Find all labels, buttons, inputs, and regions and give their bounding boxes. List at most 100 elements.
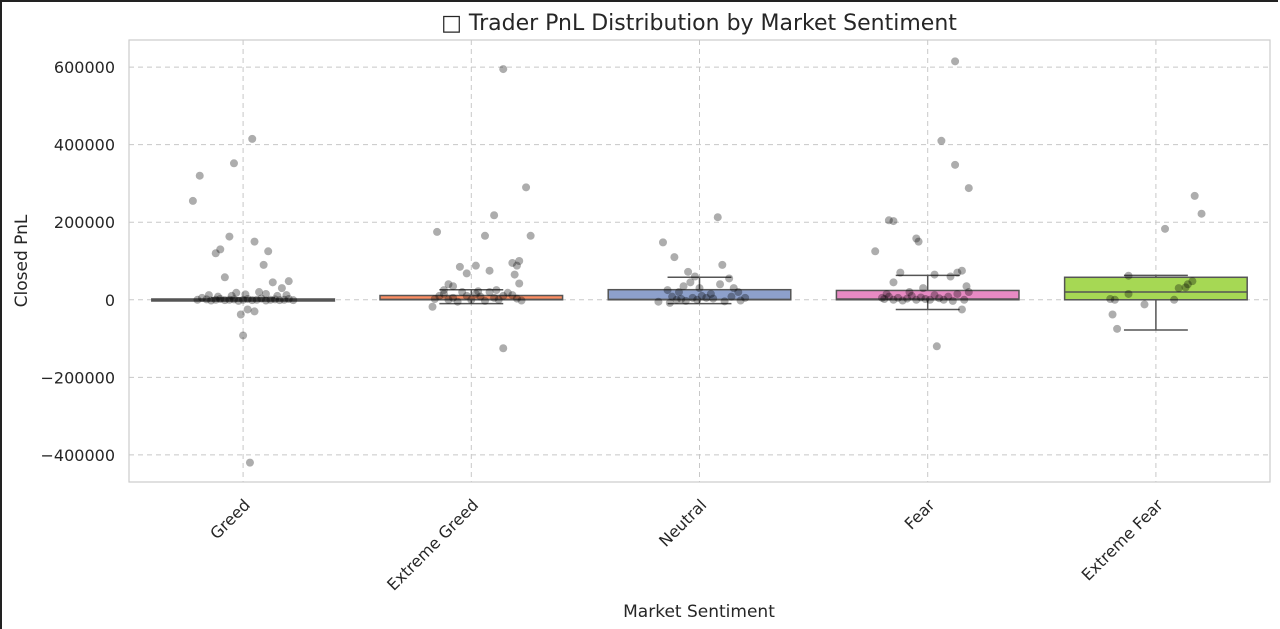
data-point (245, 458, 254, 467)
data-point (1108, 310, 1117, 319)
data-point (271, 295, 280, 304)
data-point (204, 291, 213, 300)
data-point (485, 266, 494, 275)
data-point (243, 305, 252, 314)
data-point (430, 294, 439, 303)
data-point (207, 296, 216, 305)
data-point (257, 294, 266, 303)
data-point (697, 291, 706, 300)
data-point (439, 289, 448, 298)
data-point (670, 253, 679, 262)
data-point (198, 293, 207, 302)
y-tick-label: 0 (105, 291, 115, 310)
data-point (250, 307, 259, 316)
data-point (517, 296, 526, 305)
y-tick-label: 600000 (54, 58, 115, 77)
data-point (957, 305, 966, 314)
data-point (471, 289, 480, 298)
data-point (458, 288, 467, 297)
data-point (490, 293, 499, 302)
data-point (665, 298, 674, 307)
chart-title: □ Trader PnL Distribution by Market Sent… (441, 11, 957, 36)
data-point (951, 57, 960, 66)
data-point (668, 292, 677, 301)
data-point (266, 295, 275, 304)
data-point (515, 257, 524, 265)
y-tick-label: 400000 (54, 136, 115, 155)
data-point (725, 274, 734, 283)
data-point (681, 296, 690, 305)
data-point (880, 294, 889, 303)
data-point (225, 295, 234, 304)
data-point (734, 288, 743, 297)
box-extreme-greed (379, 288, 564, 305)
data-point (268, 278, 277, 287)
data-point (741, 293, 750, 302)
x-axis-label: Market Sentiment (623, 602, 775, 622)
data-point (193, 295, 202, 304)
data-point (480, 296, 489, 305)
data-point (261, 296, 270, 305)
data-point (925, 295, 934, 304)
data-point (716, 280, 725, 289)
data-point (914, 237, 923, 246)
data-point (485, 288, 494, 297)
data-point (672, 295, 681, 304)
data-point (449, 282, 458, 291)
data-point (239, 295, 248, 304)
data-point (211, 295, 220, 304)
data-point (905, 288, 914, 297)
data-point (930, 291, 939, 300)
data-point (1124, 271, 1133, 280)
data-point (453, 297, 462, 306)
data-point (878, 293, 887, 302)
data-point (957, 266, 966, 275)
data-point (202, 295, 211, 304)
data-point (1188, 277, 1197, 286)
data-point (921, 294, 930, 303)
y-axis-label: Closed PnL (12, 214, 32, 307)
data-point (264, 247, 273, 256)
data-point (490, 211, 499, 220)
data-point (903, 294, 912, 303)
data-point (960, 295, 969, 304)
data-point (1106, 294, 1115, 303)
data-point (480, 231, 489, 240)
data-point (474, 287, 483, 296)
x-tick-label: Greed (206, 495, 254, 543)
data-point (236, 310, 245, 319)
box-extreme-fear (1063, 274, 1248, 331)
data-point (962, 282, 971, 291)
data-point (232, 288, 241, 297)
box-iqr (1063, 276, 1248, 301)
y-tick-label: −400000 (41, 446, 115, 465)
data-point (674, 288, 683, 297)
data-point (727, 292, 736, 301)
data-point (706, 289, 715, 298)
data-point (261, 289, 270, 298)
data-point (512, 261, 521, 270)
data-point (894, 293, 903, 302)
data-point (896, 268, 905, 277)
data-point (690, 272, 699, 281)
data-point (508, 291, 517, 300)
data-point (939, 295, 948, 304)
data-point (248, 134, 257, 143)
data-point (684, 267, 693, 276)
data-point (718, 260, 727, 269)
data-point (889, 295, 898, 304)
box-neutral (607, 276, 792, 305)
data-point (720, 297, 729, 306)
data-point (243, 294, 252, 303)
data-point (709, 294, 718, 303)
data-point (1181, 283, 1190, 292)
data-point (444, 295, 453, 304)
data-point (898, 296, 907, 305)
data-point (248, 296, 257, 305)
data-point (695, 284, 704, 293)
data-point (882, 289, 891, 298)
data-point (211, 249, 220, 258)
data-point (220, 296, 229, 305)
data-point (234, 296, 243, 305)
